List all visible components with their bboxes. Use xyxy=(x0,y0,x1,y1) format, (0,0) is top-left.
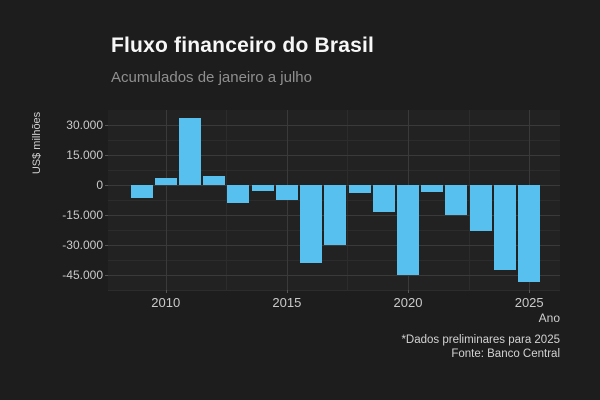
gridline-x-minor xyxy=(347,110,349,290)
gridline-x-minor xyxy=(226,110,228,290)
x-tick-mark xyxy=(286,290,288,293)
bar-2021 xyxy=(421,185,444,192)
bar-2017 xyxy=(324,185,347,245)
bar-2013 xyxy=(227,185,250,203)
bar-2015 xyxy=(275,185,298,200)
y-tick-label: -45.000 xyxy=(62,268,103,282)
bar-2020 xyxy=(397,185,420,276)
y-tick-mark xyxy=(105,215,108,216)
y-tick-label: 30.000 xyxy=(66,118,103,132)
bar-2011 xyxy=(178,118,201,185)
gridline-x-minor xyxy=(468,110,470,290)
gridline-y-minor xyxy=(108,260,560,261)
caption-note: *Dados preliminares para 2025 xyxy=(401,334,560,346)
bar-2012 xyxy=(203,176,226,185)
gridline-y-major xyxy=(108,245,560,246)
y-tick-label: -30.000 xyxy=(62,238,103,252)
gridline-y-minor xyxy=(108,170,560,171)
chart-title: Fluxo financeiro do Brasil xyxy=(111,34,375,57)
bar-2014 xyxy=(251,185,274,191)
chart-caption: *Dados preliminares para 2025 Fonte: Ban… xyxy=(401,334,560,361)
caption-source: Fonte: Banco Central xyxy=(451,347,560,360)
x-tick-label: 2010 xyxy=(151,295,181,310)
bar-2016 xyxy=(300,185,323,263)
plot-panel xyxy=(108,110,560,291)
bar-2025 xyxy=(518,185,541,283)
chart-subtitle: Acumulados de janeiro a julho xyxy=(111,69,312,86)
gridline-x-major xyxy=(165,110,167,290)
bar-2024 xyxy=(493,185,516,271)
y-tick-label: 0 xyxy=(96,178,103,192)
x-tick-mark xyxy=(165,290,167,293)
bar-2023 xyxy=(469,185,492,231)
bar-2010 xyxy=(154,178,177,185)
y-tick-mark xyxy=(105,125,108,126)
x-tick-label: 2015 xyxy=(272,295,302,310)
x-tick-mark xyxy=(408,290,410,293)
x-tick-label: 2025 xyxy=(514,295,544,310)
gridline-y-major xyxy=(108,275,560,276)
bar-2019 xyxy=(372,185,395,213)
gridline-y-minor xyxy=(108,290,560,291)
bar-2018 xyxy=(348,185,371,193)
y-tick-mark xyxy=(105,155,108,156)
gridline-y-minor xyxy=(108,140,560,141)
y-tick-label: 15.000 xyxy=(66,148,103,162)
gridline-y-major xyxy=(108,125,560,126)
y-tick-label: -15.000 xyxy=(62,208,103,222)
y-tick-mark xyxy=(105,275,108,276)
bar-2009 xyxy=(130,185,153,198)
x-tick-mark xyxy=(529,290,531,293)
gridline-y-major xyxy=(108,155,560,156)
y-tick-mark xyxy=(105,185,108,186)
x-axis-title: Ano xyxy=(538,311,560,325)
bar-2022 xyxy=(445,185,468,215)
y-tick-mark xyxy=(105,245,108,246)
y-axis-title: US$ milhões xyxy=(31,111,43,175)
gridline-x-major xyxy=(286,110,288,290)
x-tick-label: 2020 xyxy=(393,295,423,310)
